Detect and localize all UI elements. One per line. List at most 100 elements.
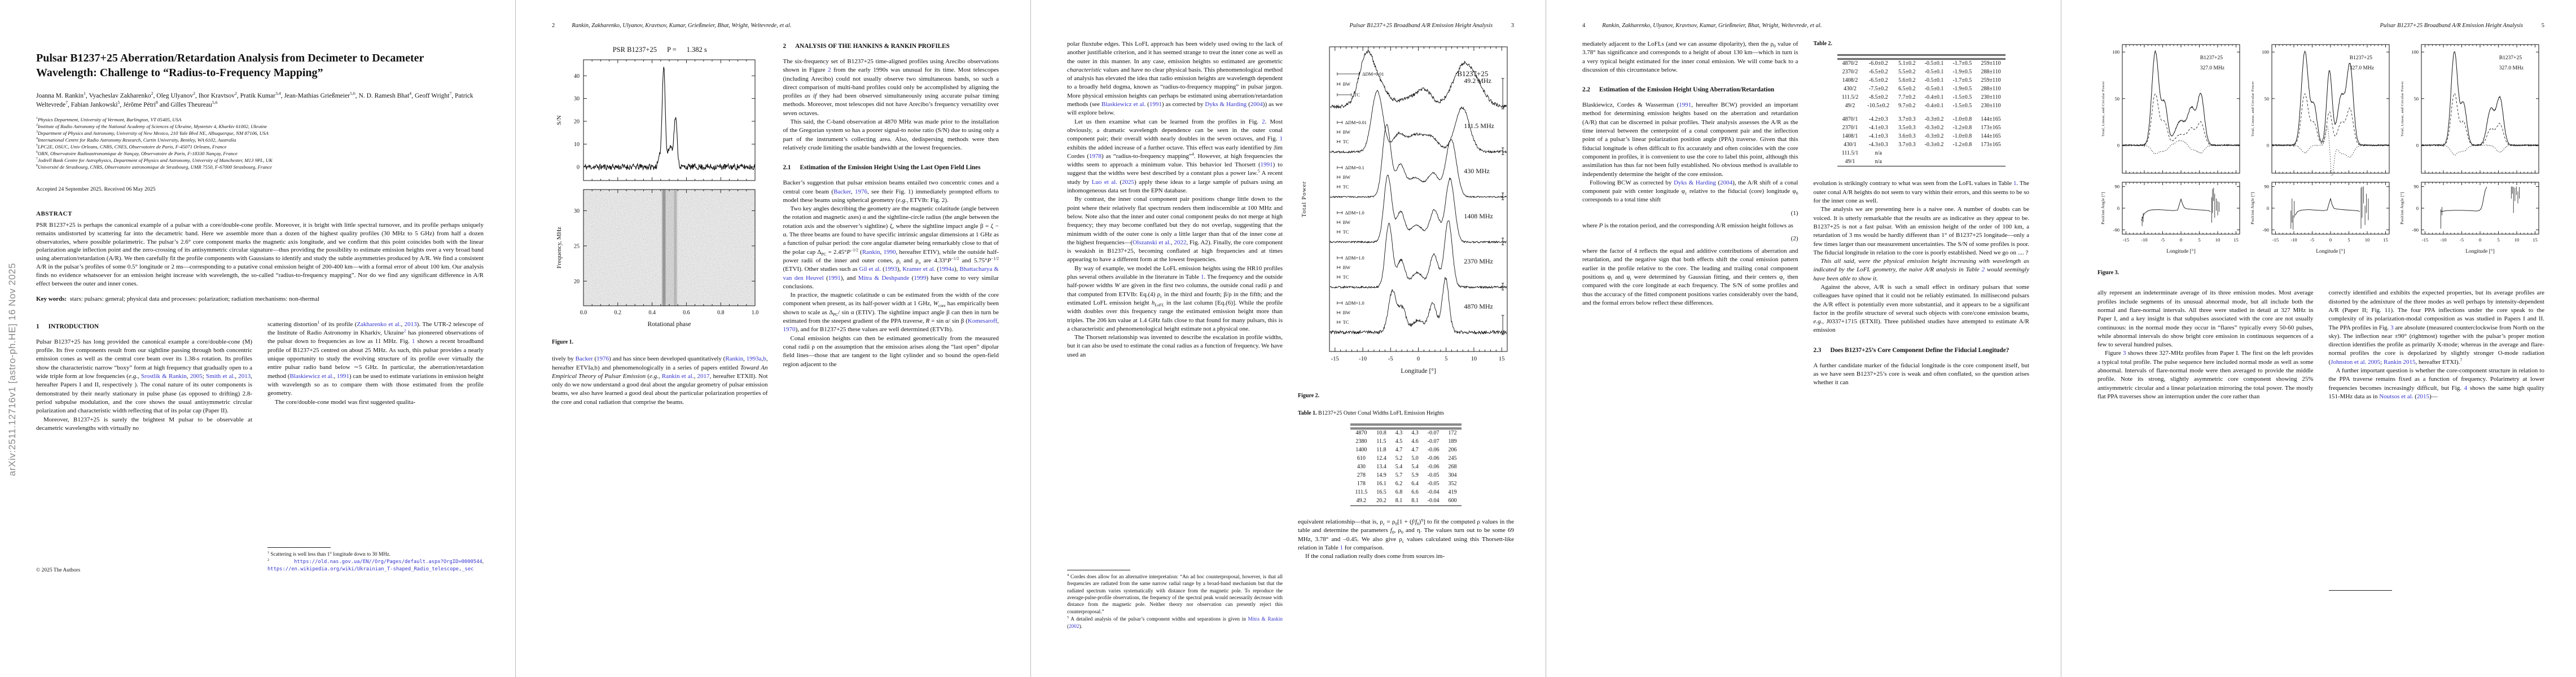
citation-link[interactable]: https://en.wikipedia.org/wiki/Ukrainian_…: [267, 566, 474, 573]
paragraph: Against the above, A/R is such a small e…: [1813, 284, 2030, 334]
citation-link[interactable]: Rankin 2015: [2383, 358, 2416, 366]
citation-link[interactable]: 1976: [854, 188, 867, 195]
citation-link[interactable]: 1978: [1089, 152, 1102, 160]
citation-link[interactable]: 2013: [238, 373, 251, 380]
citation-link[interactable]: 4: [2464, 384, 2468, 392]
running-head: Pulsar B1237+25 Broadband A/R Emission H…: [1067, 23, 1514, 29]
citation-link[interactable]: 2013: [404, 320, 417, 328]
svg-text:-15: -15: [2272, 237, 2279, 243]
citation-link[interactable]: Bhattacharya & van den Heuvel: [783, 266, 999, 282]
svg-text:10: 10: [1471, 356, 1477, 362]
svg-text:BW: BW: [1343, 310, 1351, 315]
svg-text:-10: -10: [2290, 237, 2297, 243]
citation-link[interactable]: Olszanski et al.: [1133, 239, 1171, 246]
citation-link[interactable]: 1991: [1149, 101, 1162, 108]
table-row: 430/1 -4.3±0.3 3.7±0.3 -0.3±0.2 -1.2±0.8 173±…: [1844, 141, 2001, 148]
author: Oleg Ulyanov2,: [156, 91, 199, 99]
figure2-caption: Figure 2.: [1298, 393, 1320, 399]
citation-link[interactable]: Luo et al.: [1091, 178, 1117, 186]
citation-link[interactable]: 1976: [596, 355, 609, 363]
affiliation: 3Department of Physics and Astronomy, Un…: [36, 130, 269, 136]
table1-caption: Table 1. B1237+25 Outer Conal Widths LoF…: [1298, 410, 1445, 417]
citation-link[interactable]: 1991: [336, 372, 349, 380]
citation-link[interactable]: 3: [2122, 350, 2126, 357]
citation-link[interactable]: Blaskiewicz et al.: [289, 372, 334, 380]
affiliation: 5LPC2E, OSUC, Univ Orleans, CNRS, CNES, …: [36, 144, 227, 150]
citation-link[interactable]: 1: [2013, 180, 2017, 187]
citation-link[interactable]: 1994a: [939, 266, 954, 273]
svg-text:1.0: 1.0: [752, 310, 759, 316]
citation-link[interactable]: 1: [1200, 274, 1204, 281]
citation-link[interactable]: 1991: [1260, 161, 1273, 169]
svg-text:BW: BW: [1343, 82, 1351, 87]
citation-link[interactable]: Mitra & Rankin: [1248, 616, 1283, 622]
citation-link[interactable]: Mitra & Deshpande: [858, 274, 910, 282]
citation-link[interactable]: 1991: [1679, 102, 1692, 109]
citation-link[interactable]: 2004: [1720, 179, 1733, 186]
citation-link[interactable]: 2004: [1250, 101, 1263, 108]
citation-link[interactable]: https://old.nas.gov.ua/EN//Org/Pages/def…: [294, 559, 482, 565]
paragraph: polar fluxtube edges. This LoFL approach…: [1067, 41, 1283, 117]
citation-link[interactable]: 1999: [914, 274, 927, 282]
citation-link[interactable]: 1: [411, 338, 415, 345]
citation-link[interactable]: Backer: [575, 355, 593, 363]
citation-link[interactable]: Blaskiewicz et al.: [1101, 101, 1146, 108]
svg-text:0: 0: [2416, 205, 2419, 211]
figure1-profile-plot: 0 10 20 30 40 S/N: [552, 55, 768, 186]
citation-link[interactable]: 1991: [828, 274, 841, 282]
figure3: 0 50 100 -90 0 90 -15 -10 -5 0 5 10 15 Longitude [°] T…: [2097, 40, 2544, 262]
citation-link[interactable]: Gil et al.: [859, 266, 881, 273]
citation-link[interactable]: Smith et al.: [206, 373, 235, 380]
citation-link[interactable]: Kramer et al.: [902, 266, 936, 273]
citation-link[interactable]: 2022: [1174, 239, 1187, 246]
paragraph: The core/double-cone model was first sug…: [275, 398, 416, 406]
citation-link[interactable]: 2: [1262, 118, 1265, 125]
svg-text:0: 0: [1417, 356, 1420, 362]
abstract-label: ABSTRACT: [36, 210, 72, 217]
citation-link[interactable]: Dyks & Harding: [1205, 101, 1247, 108]
citation-link[interactable]: b: [763, 355, 766, 363]
citation-link[interactable]: 1: [1340, 544, 1343, 551]
citation-link[interactable]: Rankin: [725, 355, 744, 363]
page2-left-column: PSR B1237+25 P = 1.382 s 0 10 20 30 40 S/N 20 25…: [552, 40, 768, 627]
citation-link[interactable]: 2005: [190, 373, 203, 380]
table2: 4870/2 -6.0±0.2 5.1±0.2 -0.5±0.1 -1.7±0.5 259…: [1837, 54, 2005, 167]
citation-link[interactable]: Zakharenko et al.: [357, 320, 401, 328]
svg-text:ΔDM=0.01: ΔDM=0.01: [1362, 72, 1384, 77]
citation-link[interactable]: 2015: [2416, 393, 2429, 400]
citation-link[interactable]: Backer: [833, 188, 851, 195]
paragraph: Pulsar B1237+25 has long provided the ca…: [36, 338, 253, 415]
svg-text:100: 100: [2262, 49, 2269, 55]
citation-link[interactable]: 2: [828, 67, 831, 74]
citation-link[interactable]: 1993: [884, 266, 897, 273]
citation-link[interactable]: 1990: [883, 248, 896, 256]
citation-link[interactable]: 2: [403, 328, 406, 333]
figure1: PSR B1237+25 P = 1.382 s 0 10 20 30 40 S/N 20 25…: [552, 40, 768, 346]
citation-link[interactable]: Komesaroff: [967, 318, 998, 325]
citation-link[interactable]: 1993a: [746, 355, 762, 363]
citation-link[interactable]: Rankin: [862, 248, 880, 256]
svg-text:TC: TC: [1343, 230, 1349, 235]
svg-text:5: 5: [2347, 237, 2350, 243]
citation-link[interactable]: Srostlik & Rankin: [141, 373, 187, 380]
citation-link[interactable]: 2: [1981, 266, 1985, 274]
citation-link[interactable]: 2002: [1069, 623, 1079, 629]
citation-link[interactable]: 1970: [783, 326, 796, 333]
citation-link[interactable]: 1: [1279, 135, 1283, 143]
svg-text:90: 90: [2265, 184, 2270, 190]
citation-link[interactable]: Johnston et al. 2005: [2331, 358, 2381, 366]
svg-text:10: 10: [2215, 237, 2220, 243]
citation-link[interactable]: 2017: [697, 372, 710, 380]
table2-header: [1837, 55, 2005, 59]
paragraph: tively by Backer (1976) and has since be…: [552, 355, 768, 406]
citation-link[interactable]: 2025: [1122, 178, 1135, 186]
citation-link[interactable]: 3: [2390, 324, 2394, 331]
page-title: Pulsar B1237+25 Aberration/Retardation A…: [36, 52, 424, 79]
table2-caption: Table 2.: [1813, 41, 1833, 47]
citation-link[interactable]: Dyks & Harding: [1673, 179, 1716, 186]
svg-text:5: 5: [2497, 237, 2499, 243]
citation-link[interactable]: Noutsos et al.: [2379, 393, 2413, 400]
section-2-1-heading: 2.1 Estimation of the Emission Height Usi…: [783, 164, 981, 172]
svg-text:BW: BW: [1343, 130, 1351, 135]
citation-link[interactable]: Rankin et al.: [661, 372, 694, 380]
